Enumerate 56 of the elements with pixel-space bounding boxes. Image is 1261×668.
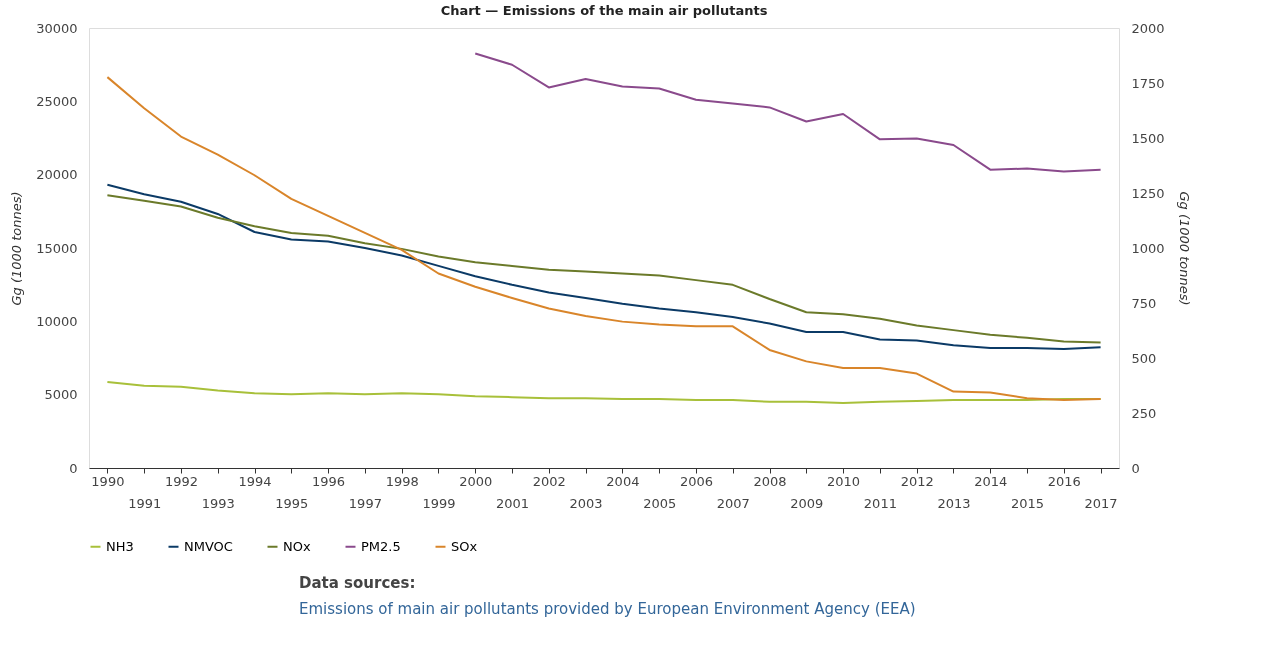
y-tick-label: 25000 <box>36 93 78 109</box>
x-tick-label: 2000 <box>459 473 493 489</box>
x-tick-label: 2015 <box>1010 495 1045 511</box>
x-tick-label: 2007 <box>716 495 750 511</box>
legend-label: PM2.5 <box>361 538 401 554</box>
line-series <box>474 52 1102 173</box>
y-axis-title: Gg (1000 tonnes) <box>9 191 25 306</box>
x-tick-label: 2010 <box>827 473 861 489</box>
y-tick-label: 10000 <box>36 313 78 329</box>
x-tick-label: 2009 <box>790 495 824 511</box>
x-tick-label: 1990 <box>91 473 125 489</box>
x-tick-label: 2006 <box>679 473 714 489</box>
y-tick-label: 20000 <box>36 167 78 183</box>
y-tick-label: 0 <box>69 460 78 476</box>
y2-tick-label: 1750 <box>1131 75 1165 91</box>
line-series <box>106 76 1102 401</box>
legend-label: SOx <box>451 538 478 554</box>
legend-label: NH3 <box>106 538 134 554</box>
y2-tick-label: 0 <box>1131 460 1140 476</box>
y2-tick-label: 250 <box>1131 405 1157 421</box>
x-tick-label: 1999 <box>422 495 456 511</box>
text: Emissions of main air pollutants provided by European Environment Agency (EEA) <box>299 600 916 618</box>
x-tick-label: 1992 <box>164 473 199 489</box>
x-tick-label: 1991 <box>128 495 162 511</box>
x-tick-label: 1998 <box>385 473 419 489</box>
y-tick-label: 30000 <box>36 20 78 36</box>
x-tick-label: 2013 <box>937 495 971 511</box>
x-tick-label: 2017 <box>1084 495 1118 511</box>
x-tick-label: 2001 <box>495 495 530 511</box>
legend-label: NMVOC <box>184 538 233 554</box>
x-tick-label: 2004 <box>606 473 640 489</box>
y2-tick-label: 2000 <box>1131 20 1165 36</box>
chart-title: Chart — Emissions of the main air pollutants <box>440 3 768 18</box>
y-tick-label: 5000 <box>44 387 78 403</box>
x-tick-label: 2012 <box>900 473 934 489</box>
legend-label: NOx <box>283 538 311 554</box>
x-tick-label: 1996 <box>312 473 346 489</box>
y2-tick-label: 500 <box>1131 350 1157 366</box>
x-tick-label: 2016 <box>1047 473 1081 489</box>
x-tick-label: 2011 <box>863 495 897 511</box>
y2-tick-label: 1000 <box>1131 240 1165 256</box>
y2-axis-title: Gg (1000 tonnes) <box>1176 191 1192 306</box>
y2-tick-label: 1250 <box>1131 185 1165 201</box>
x-tick-label: 2002 <box>532 473 566 489</box>
y2-tick-label: 750 <box>1131 295 1157 311</box>
x-tick-label: 2008 <box>753 473 787 489</box>
x-tick-label: 1994 <box>238 473 272 489</box>
x-tick-label: 1997 <box>348 495 382 511</box>
x-tick-label: 1995 <box>275 495 309 511</box>
y2-tick-label: 1500 <box>1131 130 1165 146</box>
x-tick-label: 2005 <box>643 495 677 511</box>
x-tick-label: 1993 <box>201 495 235 511</box>
x-tick-label: 2014 <box>974 473 1008 489</box>
x-tick-label: 2003 <box>569 495 603 511</box>
text: Data sources: <box>299 574 416 592</box>
y-tick-label: 15000 <box>36 240 78 256</box>
